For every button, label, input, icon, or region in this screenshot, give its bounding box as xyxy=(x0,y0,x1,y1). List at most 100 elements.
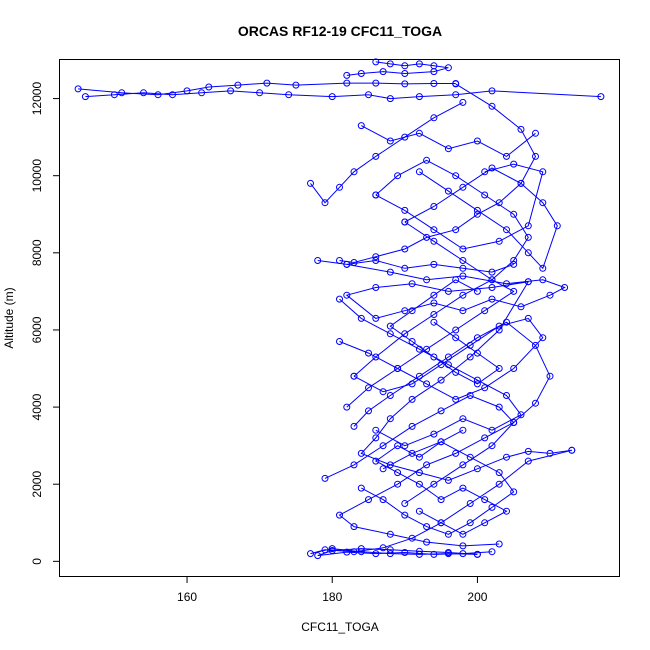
data-point xyxy=(517,125,525,133)
data-point xyxy=(481,191,489,199)
data-point xyxy=(444,287,452,295)
series-3 xyxy=(343,58,452,79)
data-point xyxy=(408,338,416,345)
data-point xyxy=(110,91,118,99)
series-line xyxy=(317,259,514,273)
series-5 xyxy=(307,98,467,207)
series-line xyxy=(324,394,515,547)
data-point xyxy=(386,268,394,276)
data-point xyxy=(459,291,467,299)
data-point xyxy=(430,237,438,245)
data-point xyxy=(343,291,351,299)
data-point xyxy=(372,434,380,442)
data-point xyxy=(314,552,322,560)
data-point xyxy=(430,480,438,488)
data-point xyxy=(532,341,539,349)
data-point xyxy=(365,349,372,357)
y-tick-label: 2000 xyxy=(30,471,44,498)
data-point xyxy=(372,191,380,199)
data-point xyxy=(459,484,467,492)
data-point xyxy=(488,548,496,556)
data-point xyxy=(343,260,351,268)
data-point xyxy=(466,519,474,527)
data-point xyxy=(423,461,431,469)
data-point xyxy=(495,237,503,245)
series-line xyxy=(389,279,501,385)
data-point xyxy=(386,330,394,338)
data-point xyxy=(415,507,423,515)
data-point xyxy=(372,426,380,434)
series-layer xyxy=(74,58,605,560)
data-point xyxy=(510,210,518,218)
series-line xyxy=(339,83,537,264)
data-point xyxy=(466,500,474,507)
data-point xyxy=(473,376,481,384)
data-point xyxy=(510,287,518,295)
data-point xyxy=(401,307,409,315)
data-point xyxy=(336,295,343,303)
data-point xyxy=(553,222,561,230)
data-point xyxy=(495,469,503,477)
data-point xyxy=(532,129,539,137)
data-point xyxy=(379,442,387,450)
data-point xyxy=(437,519,445,527)
data-point xyxy=(481,168,489,176)
data-point xyxy=(510,419,518,426)
data-point xyxy=(372,253,380,261)
data-point xyxy=(495,326,503,334)
data-point xyxy=(459,550,467,558)
data-point xyxy=(386,461,394,469)
data-point xyxy=(459,461,467,469)
data-point xyxy=(459,530,467,538)
series-line xyxy=(361,125,536,157)
data-point xyxy=(321,474,329,482)
x-tick-label: 160 xyxy=(177,590,197,604)
y-axis: 0 2000 4000 6000 8000 10000 12000 xyxy=(30,82,60,565)
data-point xyxy=(430,80,438,87)
data-point xyxy=(379,388,387,396)
data-point xyxy=(423,538,431,546)
y-tick-label: 6000 xyxy=(30,316,44,343)
data-point xyxy=(444,187,452,195)
data-point xyxy=(459,245,467,253)
series-line xyxy=(360,281,572,481)
data-point xyxy=(307,179,314,187)
x-axis: 160 180 200 xyxy=(177,576,488,604)
series-line xyxy=(353,321,551,504)
data-point xyxy=(81,93,89,101)
data-point xyxy=(379,465,387,473)
data-point xyxy=(401,62,409,70)
y-tick-label: 0 xyxy=(30,558,44,565)
data-point xyxy=(372,457,380,465)
data-point xyxy=(430,203,438,210)
data-point xyxy=(524,249,532,257)
series-line xyxy=(78,82,456,96)
data-point xyxy=(423,233,431,241)
data-point xyxy=(394,365,402,372)
data-point xyxy=(546,372,554,380)
data-point xyxy=(401,70,409,77)
data-point xyxy=(386,546,394,554)
data-point xyxy=(386,60,394,68)
data-point xyxy=(510,260,518,268)
data-point xyxy=(510,365,518,372)
data-point xyxy=(372,152,380,160)
series-line xyxy=(375,163,544,250)
data-point xyxy=(452,326,460,334)
data-point xyxy=(379,544,387,552)
data-point xyxy=(408,422,416,430)
data-point xyxy=(481,384,489,392)
data-point xyxy=(430,291,438,299)
data-point xyxy=(459,426,467,434)
data-point xyxy=(437,407,445,415)
series-6 xyxy=(343,260,569,322)
data-point xyxy=(430,68,438,76)
data-point xyxy=(372,314,380,322)
data-point xyxy=(415,60,423,68)
data-point xyxy=(452,395,460,403)
data-point xyxy=(365,496,372,504)
data-point xyxy=(488,164,496,172)
data-point xyxy=(524,457,532,465)
data-point xyxy=(503,453,510,461)
